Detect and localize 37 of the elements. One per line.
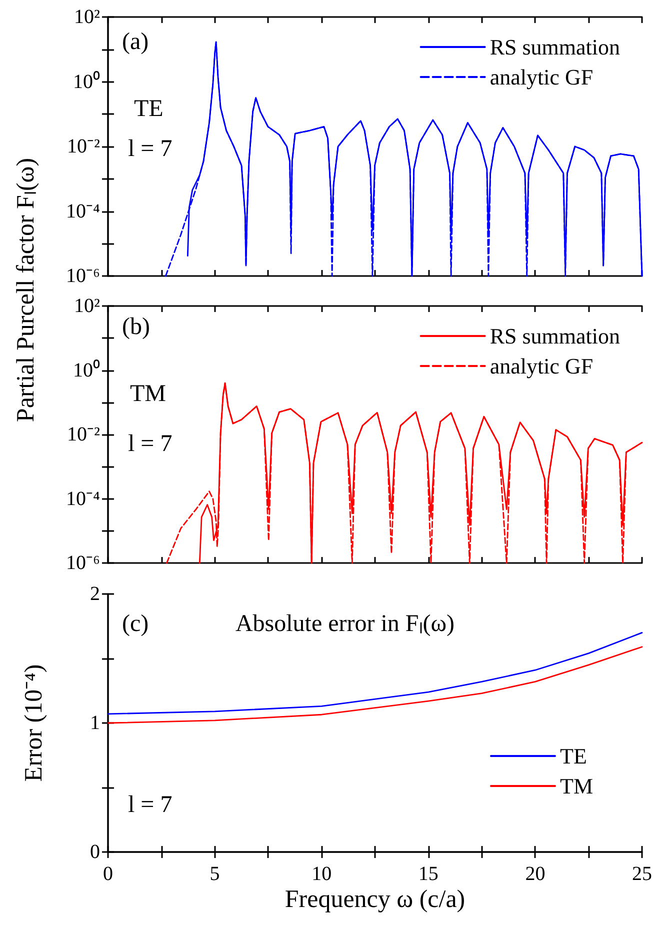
annotation: (b)	[122, 314, 150, 340]
x-tick-label: 10	[312, 863, 332, 885]
x-tick-label: 20	[525, 863, 546, 885]
annotation: l = 7	[128, 792, 172, 818]
legend-label: RS summation	[490, 324, 620, 348]
x-tick-label: 5	[210, 863, 220, 885]
annotation: Absolute error in Fₗ(ω)	[235, 611, 455, 637]
annotation: TE	[134, 96, 164, 122]
x-axis-title: Frequency ω (c/a)	[284, 886, 466, 913]
y-tick-label: 10⁰	[73, 358, 100, 382]
y-tick-label: 10⁻⁴	[66, 488, 100, 510]
legend-label: analytic GF	[490, 64, 594, 90]
legend-label: TM	[560, 774, 593, 798]
y-tick-label: 10⁻⁶	[66, 552, 100, 574]
y-tick-label: 10⁻⁴	[66, 200, 100, 222]
annotation: l = 7	[128, 136, 172, 162]
y-tick-label: 10⁻²	[67, 424, 100, 446]
legend-label: TE	[560, 744, 587, 768]
y-tick-label: 10²	[74, 6, 100, 28]
line-series	[107, 646, 643, 724]
y-tick-label: 10²	[74, 295, 100, 317]
y-tick-label: 2	[90, 583, 100, 605]
annotation: TM	[130, 381, 166, 407]
legend-label: RS summation	[490, 34, 620, 60]
annotation: (a)	[122, 29, 149, 55]
y-tick-label: 10⁻⁶	[66, 265, 100, 287]
y-tick-label: 1	[90, 712, 100, 734]
y-tick-label: 10⁰	[73, 70, 100, 93]
annotation: (c)	[122, 611, 149, 637]
x-tick-label: 15	[418, 863, 438, 885]
y-tick-label: 10⁻²	[67, 136, 100, 158]
annotation: l = 7	[128, 431, 172, 457]
y-tick-label: 0	[90, 841, 100, 863]
legend-label: analytic GF	[490, 354, 594, 378]
x-tick-label: 25	[632, 863, 652, 885]
y-axis-title: Error (10⁻⁴)	[20, 664, 48, 782]
y-axis-title: Partial Purcell factor Fₗ(ω)	[12, 158, 40, 422]
